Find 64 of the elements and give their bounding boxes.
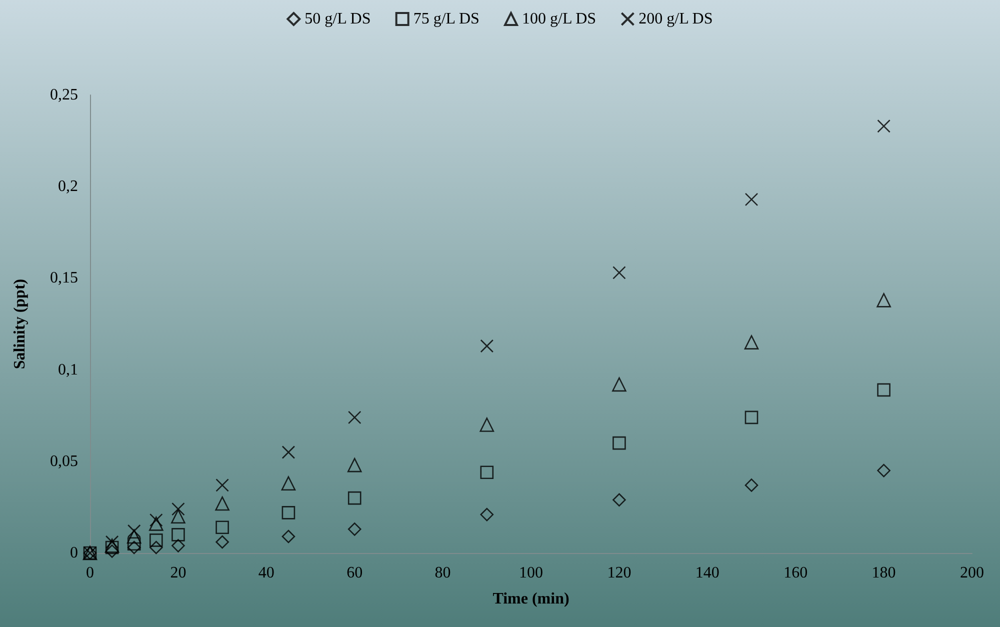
x-tick-label: 0	[86, 564, 94, 582]
legend-label: 200 g/L DS	[638, 10, 713, 28]
point	[348, 410, 362, 424]
y-tick-label: 0,25	[50, 86, 78, 104]
x-tick-label: 200	[960, 564, 984, 582]
y-axis-title: Salinity (ppt)	[12, 278, 28, 370]
point	[215, 496, 230, 511]
legend-label: 50 g/L DS	[304, 10, 371, 28]
point	[216, 520, 229, 534]
point	[216, 478, 229, 492]
point	[282, 530, 296, 544]
y-tick-label: 0,05	[50, 452, 78, 470]
point	[281, 476, 296, 491]
point	[744, 478, 758, 492]
x-axis-title: Time (min)	[492, 590, 570, 608]
x-tick-label: 20	[170, 564, 186, 582]
point	[171, 509, 186, 524]
point	[877, 383, 890, 397]
legend-label: 100 g/L DS	[522, 10, 596, 28]
x-tick-label: 120	[607, 564, 632, 582]
point	[127, 524, 141, 538]
point	[149, 516, 164, 531]
point	[480, 466, 494, 480]
x-tick-label: 100	[519, 564, 543, 582]
x-tick-label: 180	[872, 564, 896, 582]
point	[172, 539, 185, 552]
legend-label: 75 g/L DS	[413, 10, 480, 28]
point	[282, 446, 296, 459]
point	[612, 266, 626, 280]
point	[348, 491, 362, 505]
point	[150, 534, 163, 547]
point	[876, 293, 891, 308]
point	[347, 458, 362, 472]
point	[282, 506, 296, 520]
point	[172, 528, 185, 542]
point	[480, 508, 494, 522]
x-tick-label: 80	[434, 564, 451, 582]
point	[348, 522, 362, 536]
point	[127, 540, 141, 554]
point	[612, 436, 626, 450]
point	[744, 192, 758, 206]
point	[612, 377, 626, 392]
point	[877, 119, 890, 133]
point	[105, 535, 119, 549]
point	[744, 335, 759, 350]
y-tick-label: 0,1	[58, 361, 78, 378]
point	[480, 339, 494, 353]
point	[877, 464, 890, 478]
x-tick-label: 160	[784, 564, 808, 582]
x-tick-label: 40	[258, 564, 274, 582]
y-tick-label: 0	[70, 544, 78, 562]
point	[480, 418, 494, 432]
point	[172, 502, 185, 516]
point	[744, 410, 758, 424]
x-tick-label: 60	[346, 564, 363, 582]
point	[126, 529, 142, 544]
point	[127, 537, 141, 550]
x-tick-label: 140	[695, 564, 720, 582]
point	[150, 513, 163, 527]
point	[150, 540, 163, 554]
point	[216, 535, 229, 549]
y-tick-label: 0,15	[50, 270, 78, 287]
point	[612, 493, 626, 507]
y-tick-label: 0,2	[58, 178, 78, 196]
